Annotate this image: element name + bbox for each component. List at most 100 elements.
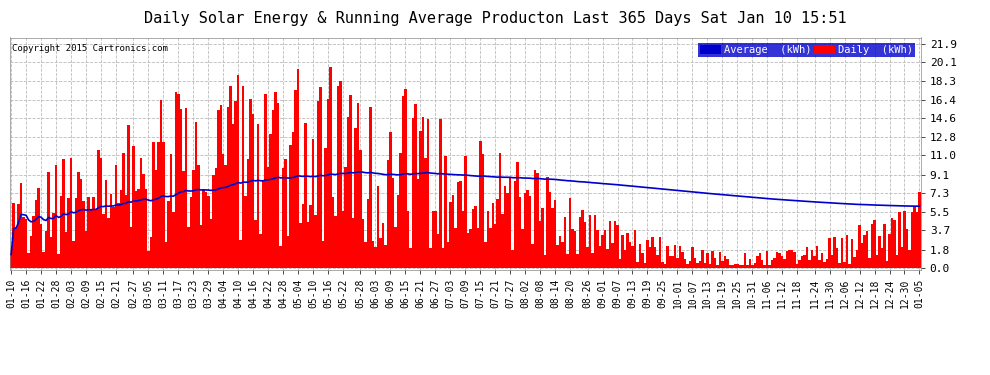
Bar: [200, 225, 202, 268]
Bar: [97, 150, 100, 268]
Bar: [389, 132, 392, 268]
Bar: [768, 265, 771, 268]
Bar: [52, 213, 54, 268]
Bar: [189, 197, 192, 268]
Bar: [731, 265, 734, 268]
Bar: [135, 191, 138, 268]
Bar: [20, 183, 23, 268]
Bar: [392, 178, 394, 268]
Bar: [237, 75, 240, 268]
Bar: [85, 231, 87, 268]
Bar: [609, 221, 611, 268]
Bar: [883, 224, 886, 268]
Bar: [454, 228, 456, 268]
Bar: [182, 171, 184, 268]
Bar: [442, 248, 445, 268]
Bar: [706, 253, 709, 268]
Bar: [412, 118, 414, 268]
Bar: [304, 123, 307, 268]
Bar: [666, 246, 668, 268]
Bar: [277, 104, 279, 268]
Bar: [379, 238, 382, 268]
Bar: [267, 166, 269, 268]
Bar: [843, 262, 845, 268]
Bar: [54, 165, 57, 268]
Bar: [689, 261, 691, 268]
Bar: [714, 258, 716, 268]
Bar: [913, 206, 916, 268]
Bar: [422, 117, 424, 268]
Bar: [371, 241, 374, 268]
Bar: [648, 247, 651, 268]
Bar: [82, 201, 85, 268]
Bar: [242, 86, 245, 268]
Bar: [594, 215, 596, 268]
Bar: [863, 236, 866, 268]
Bar: [627, 233, 629, 268]
Bar: [834, 237, 836, 268]
Bar: [315, 215, 317, 268]
Bar: [686, 264, 689, 268]
Bar: [13, 202, 15, 268]
Bar: [571, 229, 574, 268]
Bar: [581, 210, 584, 268]
Bar: [676, 258, 679, 268]
Bar: [152, 142, 154, 268]
Bar: [366, 199, 369, 268]
Bar: [918, 192, 921, 268]
Bar: [100, 158, 102, 268]
Bar: [272, 110, 274, 268]
Bar: [174, 92, 177, 268]
Bar: [330, 67, 332, 268]
Bar: [766, 251, 768, 268]
Bar: [699, 261, 701, 268]
Bar: [726, 259, 729, 268]
Bar: [469, 229, 471, 268]
Bar: [187, 227, 189, 268]
Bar: [133, 146, 135, 268]
Bar: [377, 186, 379, 268]
Bar: [307, 222, 309, 268]
Bar: [317, 101, 320, 268]
Bar: [15, 227, 18, 268]
Bar: [40, 224, 43, 268]
Bar: [679, 246, 681, 268]
Bar: [322, 241, 325, 268]
Bar: [117, 203, 120, 268]
Bar: [850, 239, 853, 268]
Bar: [798, 260, 801, 268]
Bar: [429, 248, 432, 268]
Bar: [140, 158, 143, 268]
Bar: [743, 253, 746, 268]
Bar: [374, 247, 377, 268]
Bar: [709, 264, 711, 268]
Bar: [684, 259, 686, 268]
Bar: [349, 95, 351, 268]
Bar: [831, 255, 834, 268]
Bar: [748, 260, 751, 268]
Bar: [130, 226, 133, 268]
Bar: [249, 99, 251, 268]
Bar: [384, 245, 387, 268]
Bar: [424, 158, 427, 268]
Bar: [758, 253, 761, 268]
Bar: [903, 211, 906, 268]
Bar: [235, 101, 237, 268]
Bar: [599, 246, 601, 268]
Bar: [154, 170, 157, 268]
Bar: [873, 220, 876, 268]
Bar: [312, 139, 315, 268]
Bar: [459, 181, 461, 268]
Bar: [90, 210, 92, 268]
Bar: [245, 196, 247, 268]
Bar: [177, 94, 179, 268]
Bar: [809, 260, 811, 268]
Bar: [292, 132, 294, 268]
Bar: [456, 182, 459, 268]
Bar: [30, 236, 33, 268]
Bar: [853, 257, 855, 268]
Bar: [437, 234, 440, 268]
Bar: [402, 96, 404, 268]
Bar: [591, 253, 594, 268]
Bar: [466, 232, 469, 268]
